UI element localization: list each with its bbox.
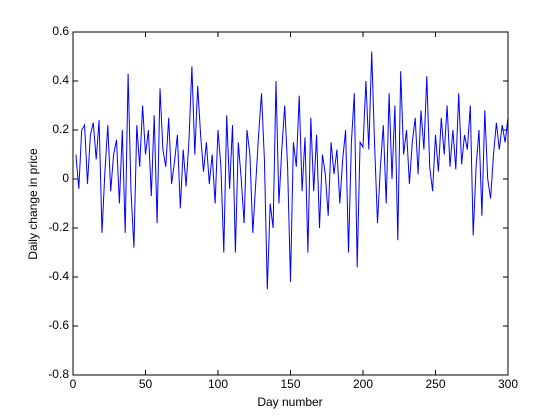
plot-frame — [72, 31, 509, 376]
x-tick-label: 0 — [70, 377, 77, 391]
x-tick-label: 300 — [498, 377, 518, 391]
x-tick-label: 100 — [208, 377, 228, 391]
y-tick-label: 0.2 — [52, 122, 69, 136]
y-tick-label: -0.8 — [48, 367, 69, 381]
y-tick-label: 0.4 — [52, 73, 69, 87]
x-tick-label: 250 — [425, 377, 445, 391]
x-tick-label: 50 — [139, 377, 153, 391]
y-tick-label: 0 — [62, 171, 69, 185]
x-axis-label: Day number — [257, 395, 322, 409]
x-tick-label: 200 — [353, 377, 373, 391]
y-tick-label: -0.6 — [48, 318, 69, 332]
y-tick-label: -0.4 — [48, 269, 69, 283]
data-line — [75, 51, 509, 290]
x-tick-label: 150 — [280, 377, 300, 391]
y-tick-label: -0.2 — [48, 220, 69, 234]
y-tick-label: 0.6 — [52, 24, 69, 38]
y-axis-label: Daily change in price — [26, 148, 40, 260]
